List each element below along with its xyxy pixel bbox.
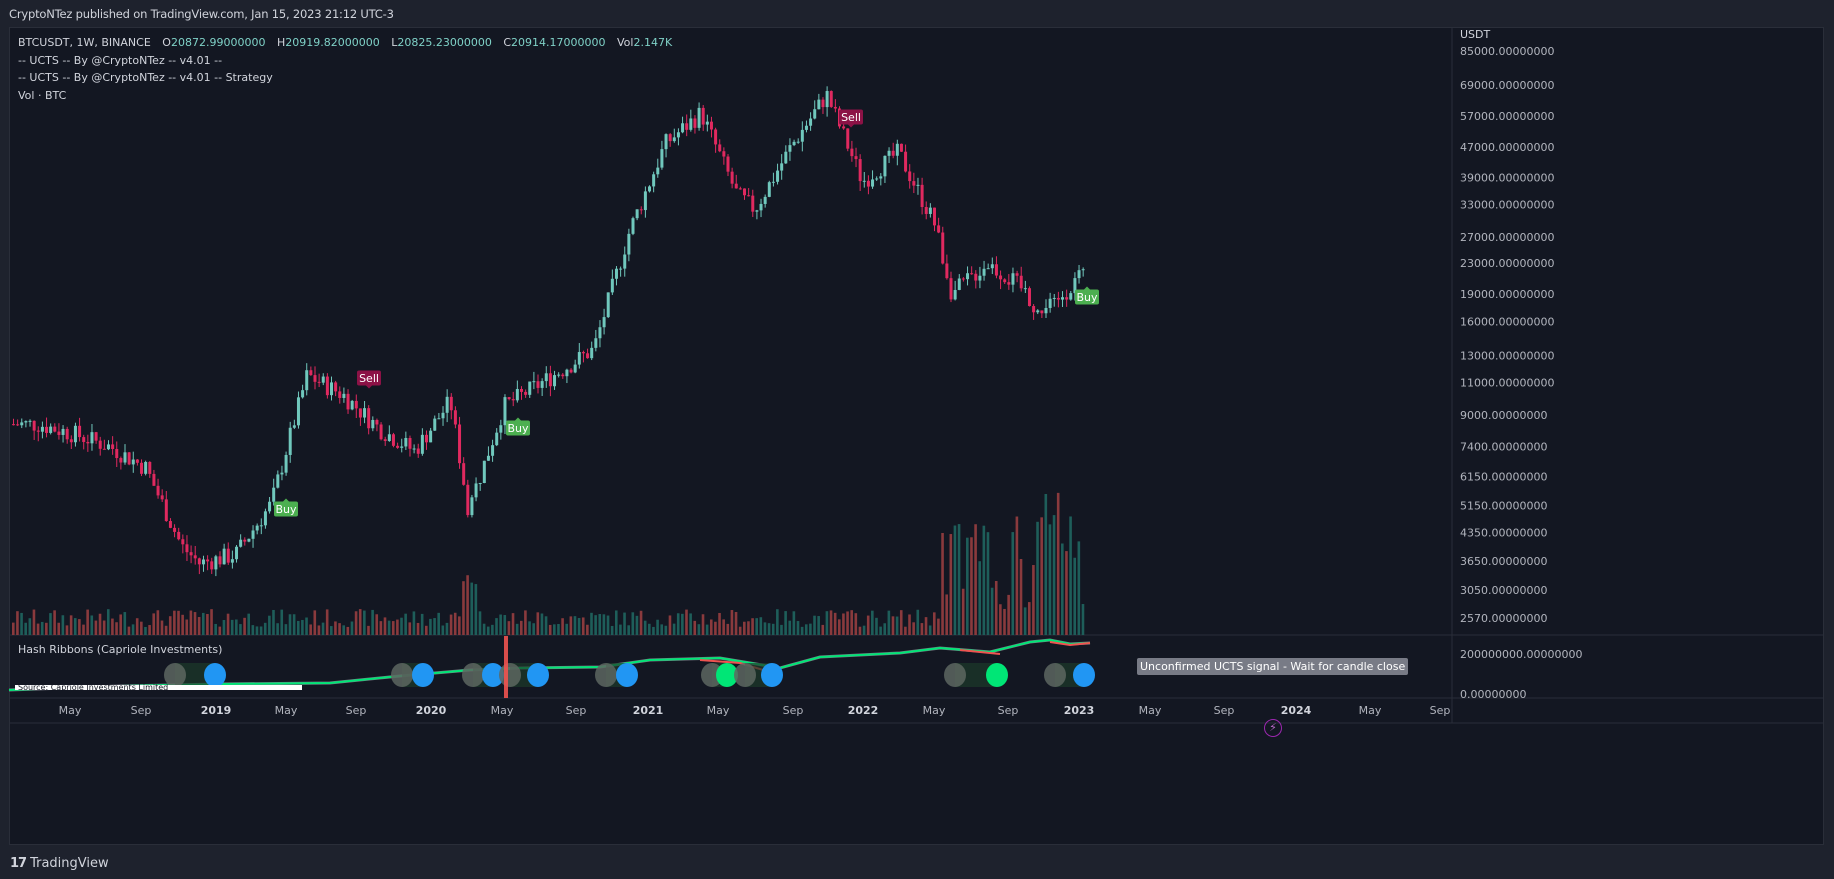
- open-value: 20872.99000000: [170, 36, 266, 49]
- svg-text:Sell: Sell: [841, 111, 861, 124]
- sell-signal-label: Sell: [839, 109, 863, 128]
- ribbon-signal-dot: [412, 663, 434, 687]
- time-label: Sep: [566, 704, 587, 717]
- ribbon-signal-dot: [1073, 663, 1095, 687]
- capitulation-marker: [504, 636, 508, 698]
- buy-signal-label: Buy: [506, 417, 530, 436]
- time-label: 2021: [633, 704, 664, 717]
- brand-name: TradingView: [30, 856, 109, 871]
- price-tick: 7400.00000000: [1460, 441, 1547, 454]
- ribbon-signal-dot: [204, 663, 226, 687]
- time-label: 2020: [416, 704, 447, 717]
- svg-text:Buy: Buy: [275, 503, 297, 516]
- source-strip: [15, 685, 302, 690]
- vol-value: 2.147K: [633, 36, 673, 49]
- tradingview-logo[interactable]: 17 TradingView: [10, 856, 109, 871]
- svg-text:Source: Capriole Investments L: Source: Capriole Investments Limited: [18, 683, 168, 692]
- price-tick: 19000.00000000: [1460, 288, 1554, 301]
- symbol-label: BTCUSDT, 1W, BINANCE: [18, 36, 151, 49]
- time-label: 2024: [1281, 704, 1312, 717]
- footer-bar: [0, 848, 1834, 879]
- time-label: May: [275, 704, 298, 717]
- price-tick: 4350.00000000: [1460, 527, 1547, 540]
- lightning-icon[interactable]: ⚡: [1264, 719, 1282, 737]
- candlesticks: [12, 86, 1085, 577]
- ribbon-signal-dot: [761, 663, 783, 687]
- time-label: Sep: [1214, 704, 1235, 717]
- price-tick: 39000.00000000: [1460, 171, 1554, 184]
- buy-signal-label: Buy: [274, 498, 298, 517]
- published-text: CryptoNTez published on TradingView.com,…: [9, 7, 394, 21]
- time-axis[interactable]: May Sep 2019 May Sep 2020 May Sep 2021 May Sep 2022…: [59, 704, 1451, 717]
- chart-legend: BTCUSDT, 1W, BINANCE O20872.99000000 H20…: [18, 34, 672, 104]
- price-tick: 23000.00000000: [1460, 257, 1554, 270]
- high-value: 20919.82000000: [285, 36, 380, 49]
- ribbon-signal-dot: [527, 663, 549, 687]
- ribbon-tick: 0.00000000: [1460, 688, 1526, 701]
- price-tick: 16000.00000000: [1460, 316, 1554, 329]
- price-tick: 57000.00000000: [1460, 110, 1554, 123]
- buy-signal-label: Buy: [1075, 286, 1099, 305]
- time-label: Sep: [998, 704, 1019, 717]
- low-label: L: [391, 36, 398, 49]
- price-tick: 33000.00000000: [1460, 198, 1554, 211]
- price-tick: 69000.00000000: [1460, 79, 1554, 92]
- time-label: May: [1139, 704, 1162, 717]
- open-label: O: [162, 36, 171, 49]
- indicator-volume[interactable]: Vol · BTC: [18, 88, 67, 102]
- ribbon-signal-dot: [482, 663, 504, 687]
- time-label: Sep: [131, 704, 152, 717]
- time-label: May: [923, 704, 946, 717]
- currency-label: USDT: [1460, 28, 1491, 41]
- hash-ribbons-title[interactable]: Hash Ribbons (Capriole Investments): [18, 643, 223, 656]
- vol-label: Vol: [617, 36, 634, 49]
- high-label: H: [276, 36, 286, 49]
- ribbon-signal-dot: [986, 663, 1008, 687]
- price-tick: 85000.00000000: [1460, 45, 1554, 58]
- tradingview-mark-icon: 17: [10, 856, 27, 871]
- price-tick: 11000.00000000: [1460, 376, 1554, 389]
- chart-frame[interactable]: [9, 27, 1824, 845]
- time-label: May: [707, 704, 730, 717]
- price-axis[interactable]: USDT 85000.00000000 69000.00000000 57000.00…: [1460, 28, 1582, 701]
- time-label: Sep: [783, 704, 804, 717]
- ribbon-signal-dot: [716, 663, 738, 687]
- close-value: 20914.17000000: [511, 36, 606, 49]
- svg-text:Buy: Buy: [1076, 291, 1098, 304]
- price-tick: 9000.00000000: [1460, 409, 1547, 422]
- price-tick: 13000.00000000: [1460, 349, 1554, 362]
- price-tick: 6150.00000000: [1460, 471, 1547, 484]
- time-label: Sep: [346, 704, 367, 717]
- price-tick: 5150.00000000: [1460, 499, 1547, 512]
- ribbon-tick: 200000000.00000000: [1460, 648, 1582, 661]
- signal-labels: Sell Buy Buy Sell Buy: [274, 109, 1099, 517]
- time-label: 2019: [201, 704, 232, 717]
- svg-text:Sell: Sell: [359, 372, 379, 385]
- time-label: 2022: [848, 704, 879, 717]
- time-label: Sep: [1430, 704, 1451, 717]
- price-tick: 3650.00000000: [1460, 555, 1547, 568]
- price-tick: 27000.00000000: [1460, 231, 1554, 244]
- ucts-tooltip: Unconfirmed UCTS signal - Wait for candl…: [1137, 658, 1409, 675]
- time-label: May: [491, 704, 514, 717]
- sell-signal-label: Sell: [357, 370, 381, 389]
- price-tick: 3050.00000000: [1460, 584, 1547, 597]
- time-label: 2023: [1064, 704, 1095, 717]
- time-label: May: [59, 704, 82, 717]
- time-label: May: [1359, 704, 1382, 717]
- price-tick: 2570.00000000: [1460, 612, 1547, 625]
- close-label: C: [503, 36, 512, 49]
- hash-ribbons-plot: Source: Capriole Investments Limited: [8, 636, 1095, 698]
- indicator-ucts[interactable]: -- UCTS -- By @CryptoNTez -- v4.01 --: [18, 53, 223, 67]
- indicator-ucts-strategy[interactable]: -- UCTS -- By @CryptoNTez -- v4.01 -- St…: [18, 71, 273, 84]
- publish-bar: CryptoNTez published on TradingView.com,…: [0, 0, 1834, 27]
- price-tick: 47000.00000000: [1460, 141, 1554, 154]
- low-value: 20825.23000000: [397, 36, 492, 49]
- symbol-row[interactable]: BTCUSDT, 1W, BINANCE O20872.99000000 H20…: [18, 34, 672, 52]
- ribbon-signal-dot: [616, 663, 638, 687]
- volume-bars: [12, 492, 1085, 635]
- svg-text:Buy: Buy: [507, 422, 529, 435]
